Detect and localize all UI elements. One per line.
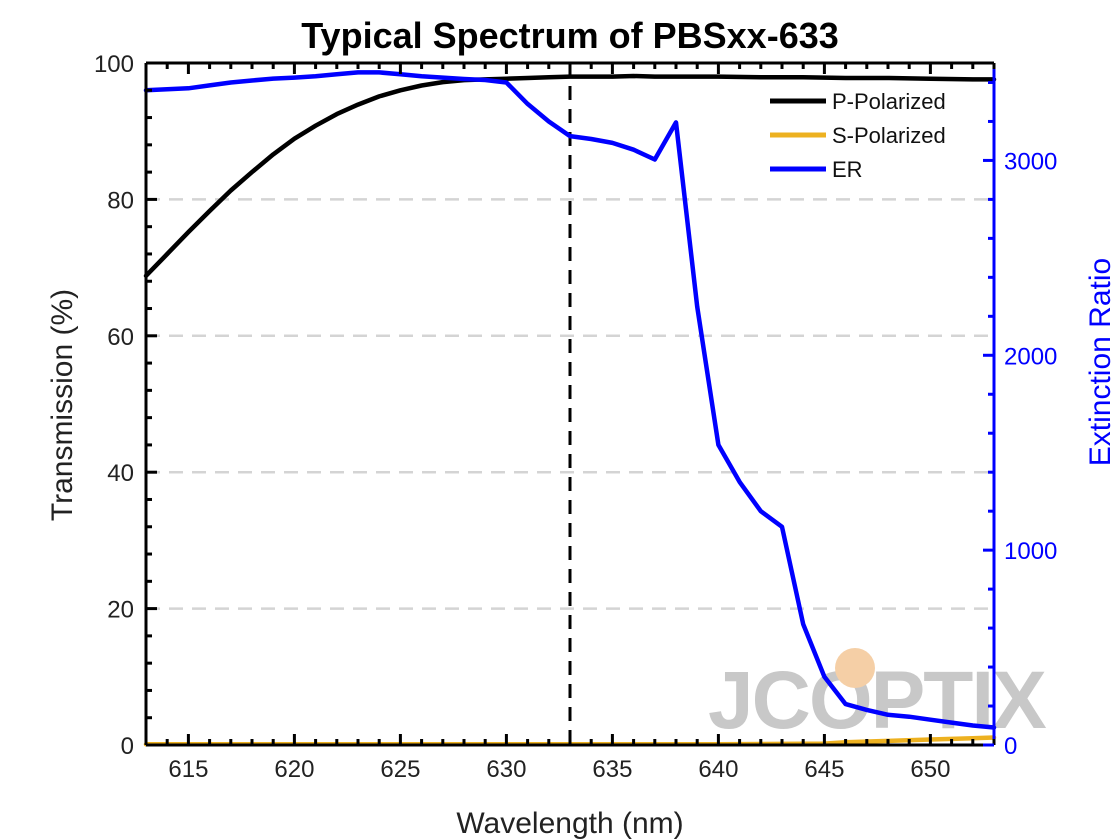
series-line-er	[143, 70, 997, 730]
legend-label-er: ER	[832, 157, 863, 182]
watermark-dot	[835, 648, 875, 688]
x-axis-label: Wavelength (nm)	[456, 807, 683, 840]
y-tick-label-20: 20	[107, 597, 134, 624]
legend-label-s-polarized: S-Polarized	[832, 123, 946, 148]
tick-labels: 615 620 625 630 635 640 645 6500204060801000100…	[94, 51, 1057, 783]
y2-tick-label-0: 0	[1004, 733, 1017, 760]
x-tick-label-645: 645	[804, 756, 844, 783]
jcoptix-watermark: JCOPTIX	[708, 655, 1046, 746]
y2-axis-label: Extinction Ratio	[1084, 258, 1117, 466]
y2-tick-label-2000: 2000	[1004, 343, 1057, 370]
y2-tick-label-1000: 1000	[1004, 538, 1057, 565]
y2-tick-label-3000: 3000	[1004, 148, 1057, 175]
y-tick-label-40: 40	[107, 460, 134, 487]
x-tick-label-620: 620	[274, 756, 314, 783]
legend-label-p-polarized: P-Polarized	[832, 89, 946, 114]
gridlines	[146, 63, 994, 745]
x-tick-label-630: 630	[486, 756, 526, 783]
legend: P-Polarized S-Polarized ER	[770, 89, 946, 182]
y-tick-label-60: 60	[107, 324, 134, 351]
y-axis-label: Transmission (%)	[46, 289, 79, 521]
x-tick-label-615: 615	[168, 756, 208, 783]
x-tick-label-640: 640	[698, 756, 738, 783]
chart-title: Typical Spectrum of PBSxx-633	[301, 15, 839, 56]
x-tick-label-650: 650	[910, 756, 950, 783]
axes	[144, 61, 996, 747]
x-tick-label-635: 635	[592, 756, 632, 783]
y-tick-label-100: 100	[94, 51, 134, 78]
x-tick-label-625: 625	[380, 756, 420, 783]
y-tick-label-0: 0	[121, 733, 134, 760]
y-tick-label-80: 80	[107, 187, 134, 214]
watermark-group: JCOPTIX	[708, 648, 1048, 746]
